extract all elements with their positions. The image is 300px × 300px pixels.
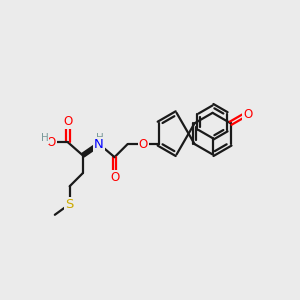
- Text: O: O: [139, 138, 148, 151]
- Text: O: O: [243, 108, 253, 121]
- Text: H: H: [41, 133, 49, 143]
- Text: O: O: [110, 170, 119, 184]
- Text: H: H: [96, 134, 104, 143]
- Text: N: N: [94, 138, 104, 151]
- Text: S: S: [65, 198, 74, 211]
- Text: O: O: [46, 136, 56, 149]
- Text: O: O: [63, 115, 73, 128]
